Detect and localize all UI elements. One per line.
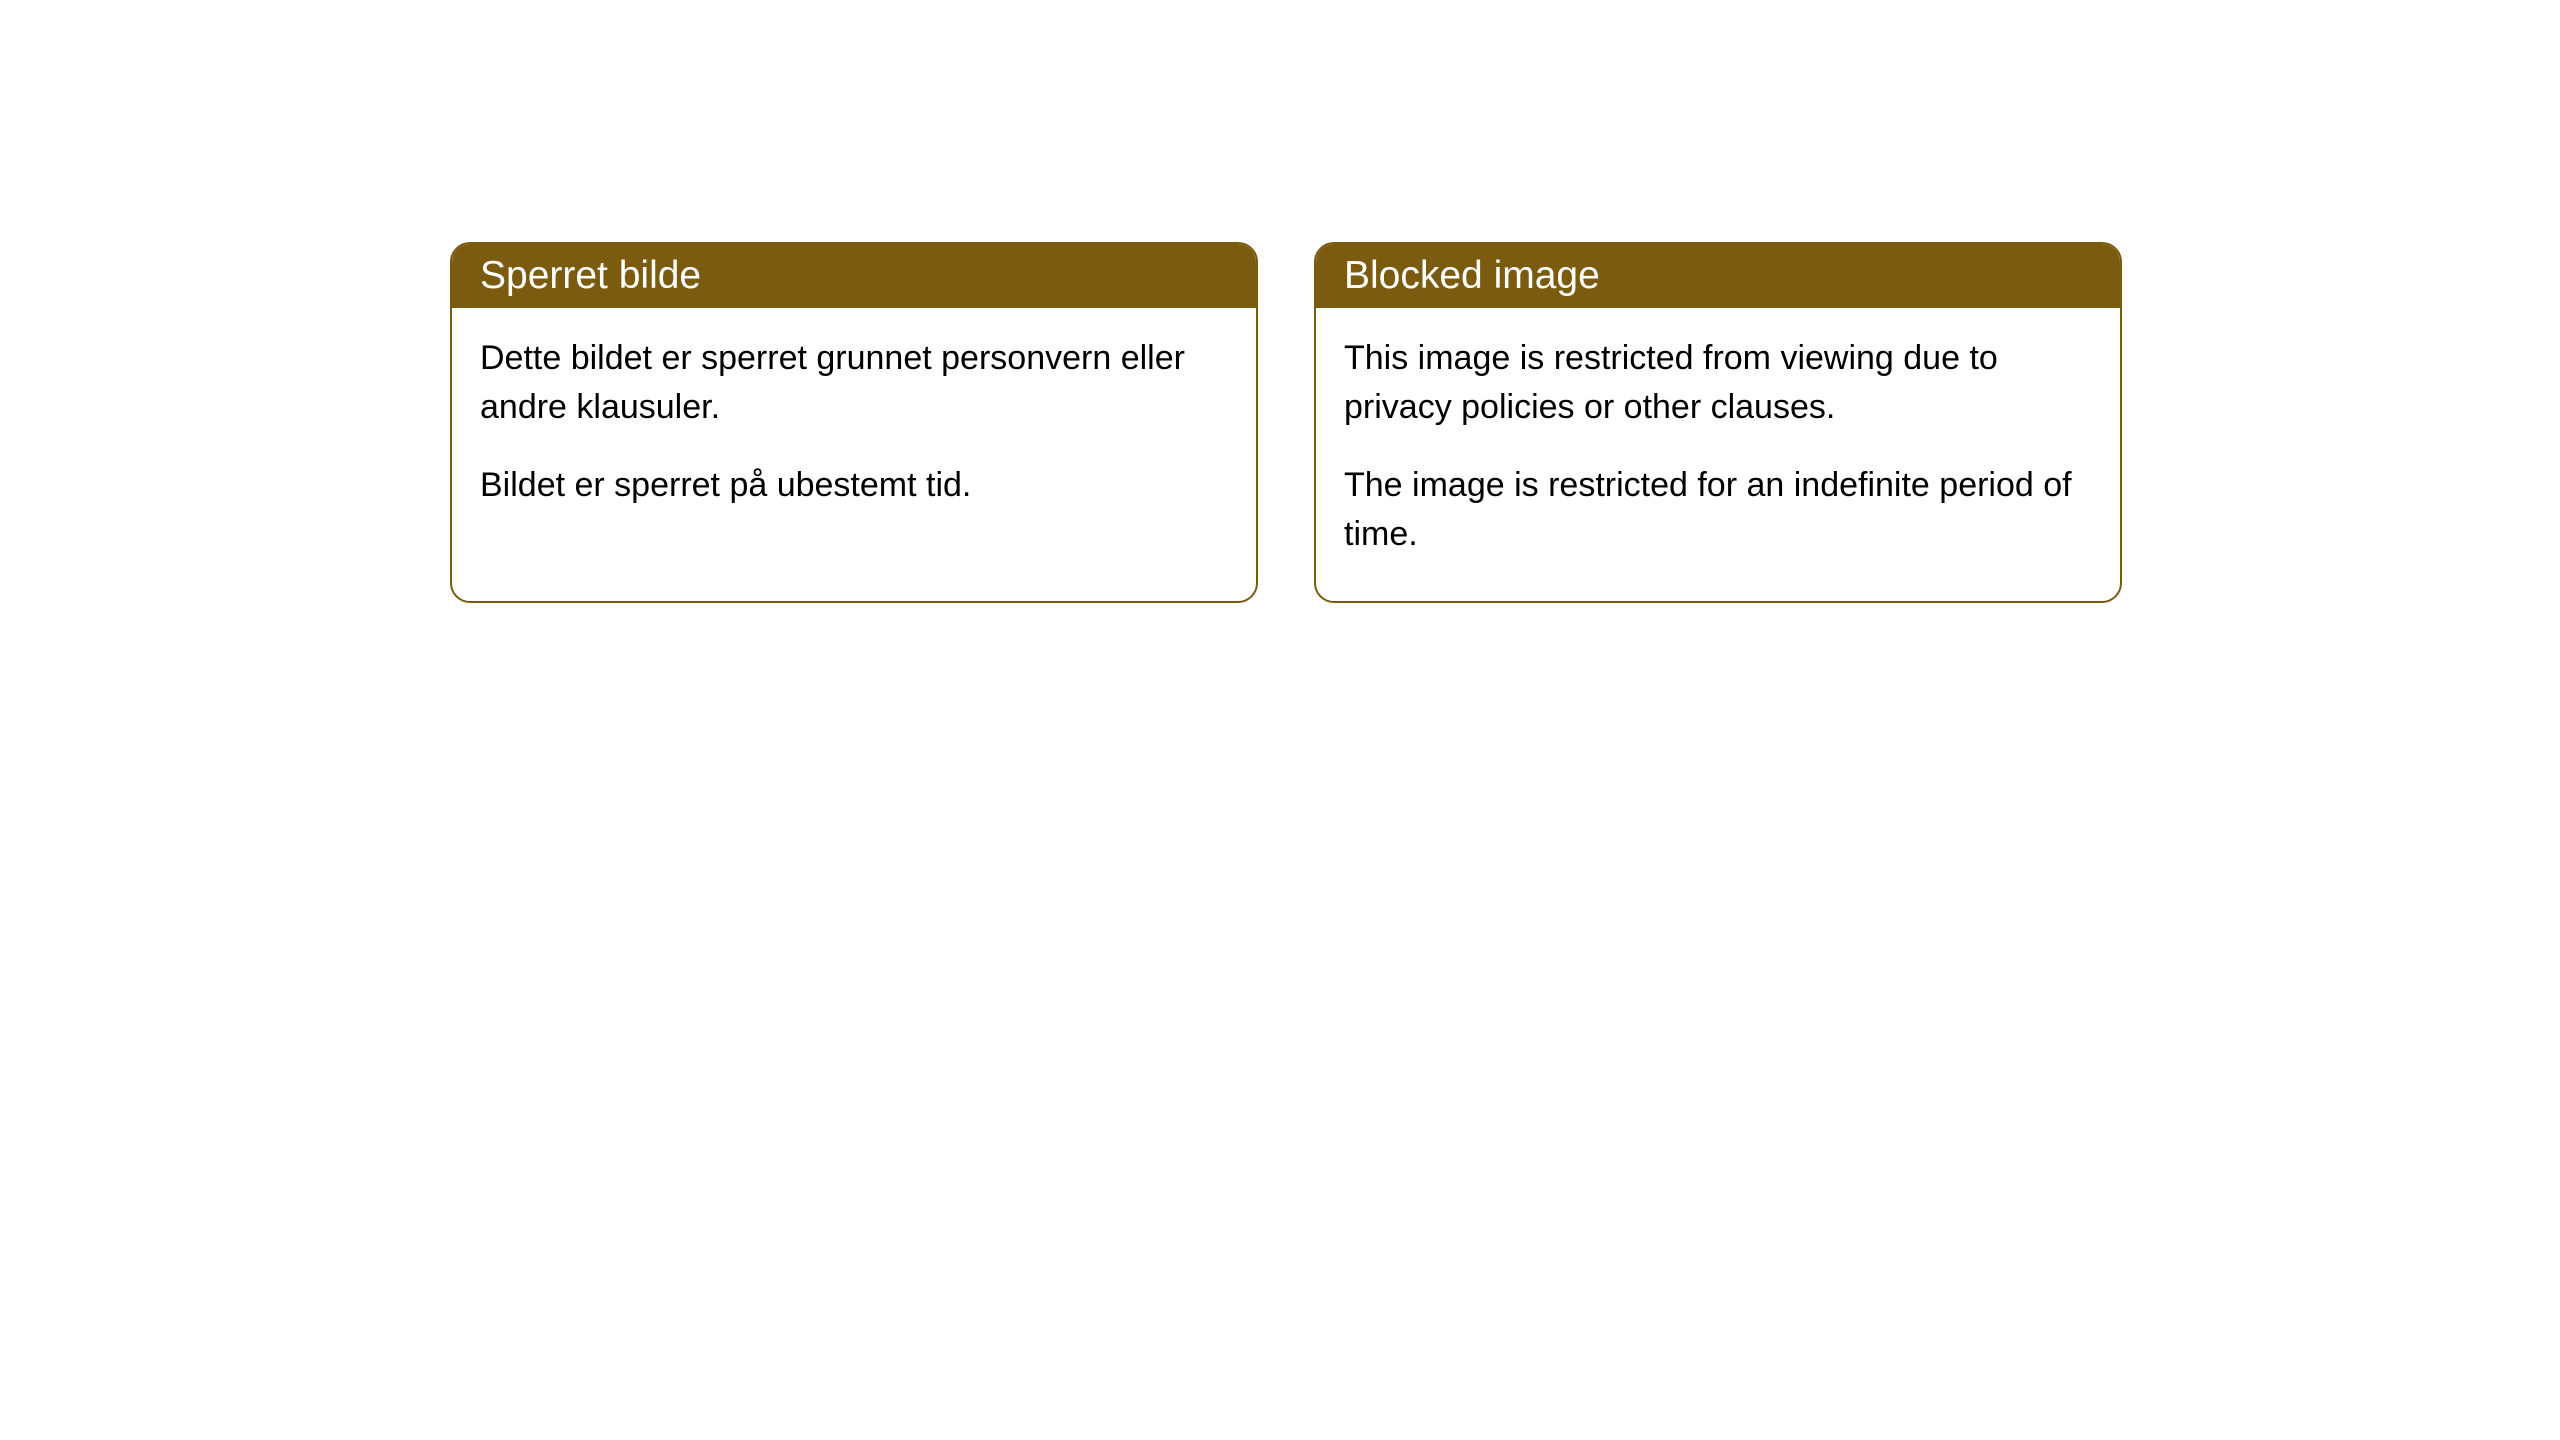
card-paragraph: Dette bildet er sperret grunnet personve… xyxy=(480,334,1228,433)
card-body: This image is restricted from viewing du… xyxy=(1316,308,2120,601)
card-paragraph: This image is restricted from viewing du… xyxy=(1344,334,2092,433)
card-body: Dette bildet er sperret grunnet personve… xyxy=(452,308,1256,552)
card-header: Sperret bilde xyxy=(452,244,1256,308)
notice-cards-container: Sperret bilde Dette bildet er sperret gr… xyxy=(450,242,2122,603)
card-title: Blocked image xyxy=(1344,254,1600,297)
card-paragraph: The image is restricted for an indefinit… xyxy=(1344,461,2092,560)
card-paragraph: Bildet er sperret på ubestemt tid. xyxy=(480,461,1228,510)
card-header: Blocked image xyxy=(1316,244,2120,308)
notice-card-english: Blocked image This image is restricted f… xyxy=(1314,242,2122,603)
notice-card-norwegian: Sperret bilde Dette bildet er sperret gr… xyxy=(450,242,1258,603)
card-title: Sperret bilde xyxy=(480,254,701,297)
